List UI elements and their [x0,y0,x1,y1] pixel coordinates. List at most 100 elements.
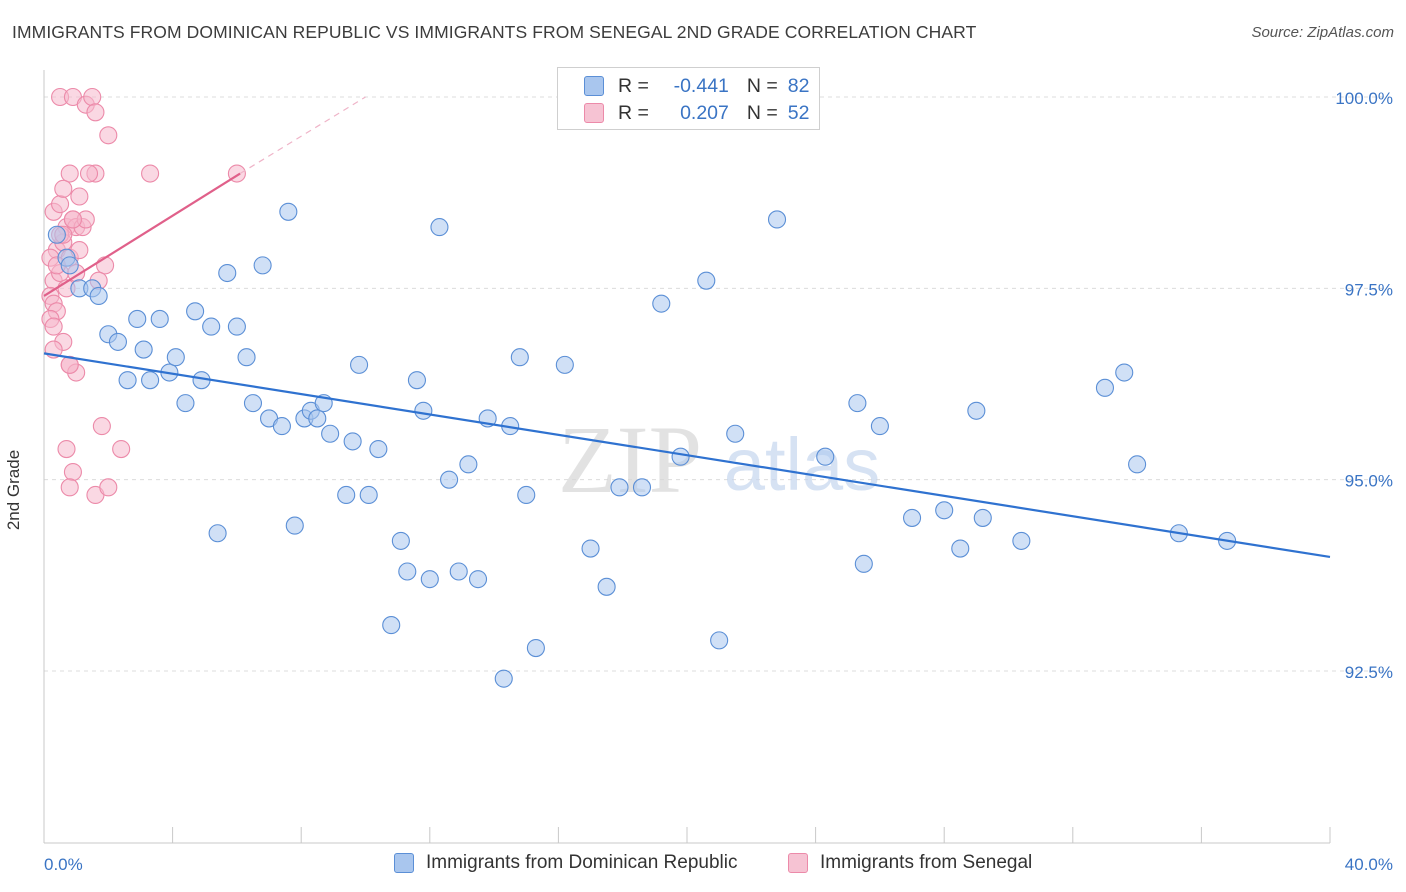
point-dominican [848,394,867,413]
stats-row-dominican: R = -0.441 N = 82 [584,73,809,99]
point-dominican [555,355,574,374]
point-senegal [141,164,160,183]
point-dominican [430,218,449,237]
point-dominican [150,309,169,328]
stats-r-value: 0.207 [680,101,729,124]
point-dominican [343,432,362,451]
point-dominican [517,485,536,505]
stats-legend: R = -0.441 N = 82 R = 0.207 N = 52 [557,67,820,130]
point-senegal [92,417,111,436]
point-dominican [237,348,256,367]
y-tick-label: 95.0% [1345,472,1393,491]
point-dominican [208,524,227,543]
point-dominican [391,531,410,550]
point-dominican [420,570,439,589]
point-dominican [186,302,205,321]
point-dominican [118,371,137,390]
point-senegal [99,126,118,145]
point-dominican [108,332,127,351]
point-dominican [369,440,388,459]
point-dominican [671,447,690,466]
legend-label-senegal: Immigrants from Senegal [820,852,1033,873]
legend-swatch-blue [394,853,414,873]
point-dominican [308,409,327,428]
point-dominican [243,394,263,413]
trendline-dominican [43,352,1331,559]
point-dominican [253,256,272,275]
point-dominican [854,554,873,573]
point-dominican [359,485,378,505]
point-dominican [726,424,745,443]
y-tick-label: 97.5% [1345,280,1393,299]
legend-swatch-pink [788,853,808,873]
stats-r-label: R = [618,101,649,124]
point-dominican [350,355,369,374]
point-dominican [176,394,195,413]
point-dominican [967,401,986,420]
point-senegal [63,210,82,229]
point-dominican [141,371,160,390]
point-dominican [134,340,153,359]
point-dominican [272,417,291,436]
point-dominican [440,470,459,489]
point-senegal [60,478,79,497]
point-dominican [935,501,954,520]
point-dominican [951,539,970,558]
legend-item-dominican[interactable]: Immigrants from Dominican Republic [394,852,738,874]
trendline-senegal [43,172,241,297]
point-dominican [767,210,787,229]
point-senegal [54,179,73,198]
point-dominican [218,263,237,283]
trend-lines [43,96,1331,559]
point-dominican [1128,455,1147,474]
legend-label-dominican: Immigrants from Dominican Republic [426,852,738,873]
point-dominican [1115,363,1134,382]
point-dominican [459,455,478,474]
point-dominican [414,401,433,420]
grid-lines [44,96,1390,672]
point-senegal [99,478,118,497]
point-senegal [60,164,79,183]
point-senegal [70,187,89,206]
point-dominican [89,286,108,306]
stats-r-label: R = [618,74,649,97]
point-dominican [652,294,671,313]
point-senegal [51,195,70,214]
stats-n-value: 52 [787,101,810,124]
point-dominican [128,309,147,328]
axes [43,70,1331,844]
point-dominican [1012,531,1031,550]
trendline-senegal-extension [239,96,366,175]
tick-labels: 100.0% 97.5% 95.0% 92.5% 0.0% 40.0% [44,89,1393,874]
point-dominican [1095,378,1114,397]
y-tick-label: 92.5% [1345,663,1393,682]
point-dominican [816,447,835,466]
point-dominican [510,348,529,367]
series-senegal-points [41,87,246,505]
point-dominican [902,508,922,527]
point-dominican [166,348,185,367]
point-senegal [79,164,99,183]
point-senegal [57,440,76,459]
stats-n-label: N = [746,101,778,124]
point-dominican [973,508,992,527]
stats-swatch-blue [584,76,604,96]
legend-item-senegal[interactable]: Immigrants from Senegal [788,852,1032,874]
point-dominican [597,577,616,596]
point-dominican [407,371,426,390]
point-dominican [468,570,488,589]
point-dominican [494,669,513,688]
stats-n-label: N = [746,74,778,97]
point-senegal [112,440,131,459]
point-dominican [526,638,545,658]
point-senegal [63,462,82,482]
point-dominican [697,271,716,290]
point-senegal [83,87,102,107]
point-dominican [202,317,221,336]
x-tick-label: 0.0% [44,855,83,874]
point-senegal [86,103,105,122]
point-dominican [632,478,652,497]
point-dominican [279,202,298,221]
stats-n-value: 82 [787,74,810,97]
